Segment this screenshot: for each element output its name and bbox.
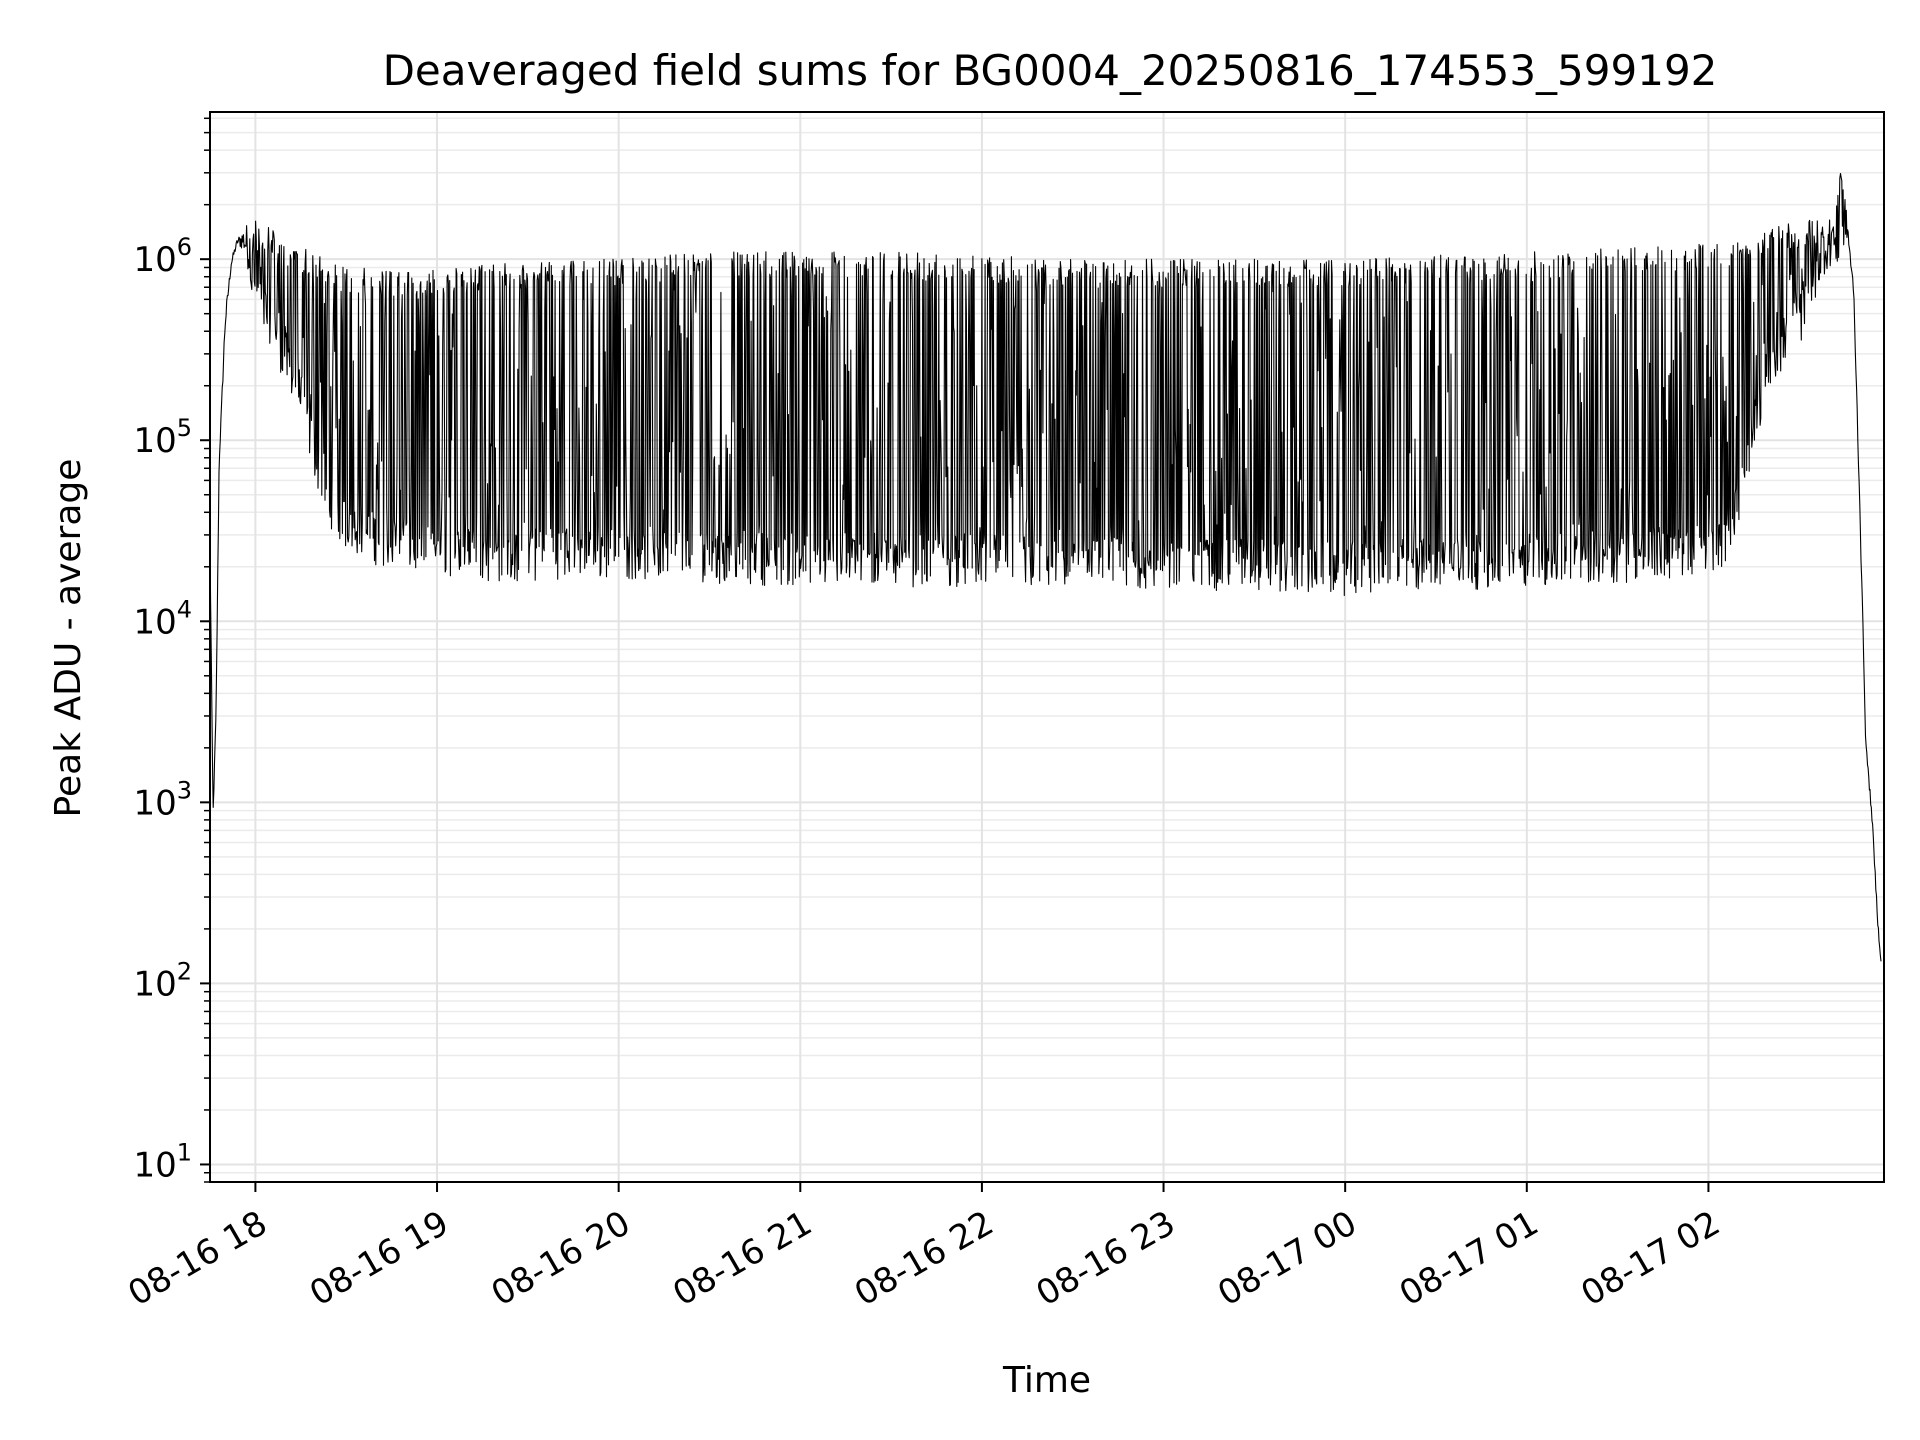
y-tick-base: 10	[133, 602, 176, 642]
plot-frame	[209, 111, 1885, 1183]
y-tick-base: 10	[133, 421, 176, 461]
y-axis-label: Peak ADU - average	[48, 459, 89, 818]
y-tick-exponent: 6	[177, 233, 192, 261]
data-series-line	[209, 172, 1882, 962]
chart-title: Deaveraged field sums for BG0004_2025081…	[383, 46, 1718, 95]
y-tick-base: 10	[133, 783, 176, 823]
y-tick-exponent: 2	[177, 957, 192, 985]
y-tick-base: 10	[133, 964, 176, 1004]
y-tick-label: 104	[133, 595, 192, 642]
y-tick-label: 101	[133, 1138, 192, 1185]
data-layer	[209, 172, 1882, 962]
y-tick-label: 105	[133, 414, 192, 461]
y-tick-exponent: 5	[177, 414, 192, 442]
x-axis-label: Time	[1002, 1360, 1091, 1401]
y-tick-label: 102	[133, 957, 192, 1004]
y-tick-exponent: 1	[177, 1138, 192, 1166]
y-tick-label: 103	[133, 776, 192, 823]
y-tick-base: 10	[133, 240, 176, 280]
y-tick-label: 106	[133, 233, 192, 280]
y-tick-base: 10	[133, 1145, 176, 1185]
y-tick-exponent: 4	[177, 595, 192, 623]
y-tick-exponent: 3	[177, 776, 192, 804]
